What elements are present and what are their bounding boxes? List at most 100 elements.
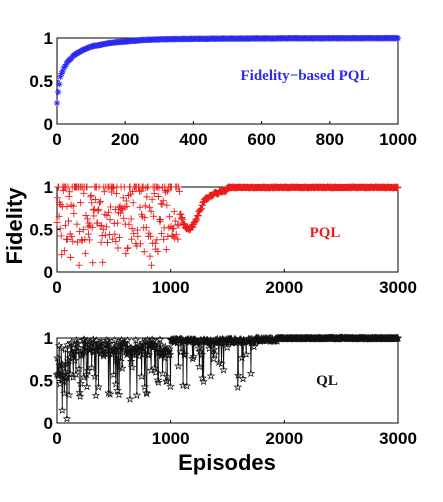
data-point <box>155 184 163 192</box>
data-point <box>158 230 166 238</box>
data-point <box>72 338 82 347</box>
data-point <box>53 218 61 226</box>
data-point <box>76 227 84 235</box>
data-point <box>122 249 130 257</box>
data-point <box>88 223 96 231</box>
data-point <box>61 345 70 354</box>
data-point <box>104 208 112 216</box>
data-point <box>60 366 70 376</box>
data-point <box>145 203 153 211</box>
data-point <box>87 193 95 201</box>
data-point <box>80 189 88 197</box>
data-point <box>249 342 259 351</box>
data-point <box>141 214 149 222</box>
data-point <box>149 342 158 351</box>
x-tick-labels: 0 1000 2000 3000 <box>52 269 417 297</box>
data-point <box>61 221 69 229</box>
data-point <box>205 343 214 353</box>
data-point <box>129 187 137 195</box>
data-point <box>198 373 207 382</box>
data-point <box>53 99 61 107</box>
data-point <box>82 370 91 379</box>
x-tick-label: 0 <box>52 278 61 297</box>
data-point <box>217 359 226 368</box>
data-point <box>61 63 69 70</box>
x-tick-label: 1000 <box>152 429 190 448</box>
data-point <box>111 205 119 213</box>
data-point <box>77 199 85 207</box>
data-point <box>99 258 107 266</box>
data-point <box>132 390 142 399</box>
data-point <box>139 339 148 349</box>
data-point <box>131 335 141 345</box>
x-tick-label: 600 <box>247 130 275 149</box>
x-tick-label: 400 <box>179 130 207 149</box>
data-point <box>138 337 147 346</box>
data-point <box>128 225 136 233</box>
data-point <box>160 342 170 351</box>
data-point <box>74 342 83 352</box>
data-point <box>65 193 73 201</box>
data-point <box>222 342 232 352</box>
data-point <box>103 343 112 352</box>
data-point <box>157 216 165 224</box>
data-point <box>142 388 151 397</box>
y-tick-label: 0.5 <box>29 72 53 91</box>
data-point <box>83 215 91 223</box>
data-point <box>73 339 82 348</box>
data-point <box>91 390 101 399</box>
data-point <box>163 187 171 195</box>
x-tick-label: 3000 <box>379 278 417 297</box>
y-tick-label: 0.5 <box>29 221 53 240</box>
data-point <box>153 375 163 384</box>
data-point <box>67 253 75 261</box>
data-point <box>97 197 105 205</box>
data-point <box>199 201 207 209</box>
data-point <box>174 235 182 243</box>
data-point <box>79 226 87 234</box>
data-point <box>170 207 178 215</box>
data-point <box>59 187 67 195</box>
data-point <box>58 70 65 77</box>
data-point <box>122 197 130 205</box>
data-point <box>108 350 117 359</box>
data-point <box>159 197 167 205</box>
data-point <box>82 212 90 220</box>
data-point <box>210 349 219 358</box>
data-point <box>171 234 179 242</box>
data-point <box>160 353 169 362</box>
data-point <box>59 67 66 75</box>
data-point <box>101 348 110 358</box>
data-point <box>74 364 84 373</box>
data-point <box>105 389 115 398</box>
y-tick-labels: 00.51 <box>29 178 60 282</box>
data-point <box>111 230 119 238</box>
data-point <box>154 193 162 201</box>
y-tick-label: 1 <box>44 178 53 197</box>
data-point <box>148 261 156 269</box>
data-point <box>64 235 72 243</box>
y-tick-label: 0 <box>44 115 53 134</box>
data-point <box>112 238 120 246</box>
data-point <box>56 80 63 88</box>
data-point <box>146 252 154 260</box>
data-point <box>177 210 185 218</box>
data-point <box>162 376 172 386</box>
data-point <box>66 188 74 196</box>
data-point <box>145 229 153 237</box>
data-point <box>209 345 219 354</box>
data-point <box>89 338 99 347</box>
data-point <box>62 414 72 423</box>
data-point <box>129 199 137 207</box>
data-point <box>172 230 180 238</box>
data-point <box>97 238 105 246</box>
data-point <box>158 369 167 378</box>
data-point <box>155 335 165 344</box>
data-point <box>69 237 77 245</box>
data-point <box>103 212 111 220</box>
data-point <box>96 199 104 207</box>
data-point <box>110 335 120 345</box>
y-tick-label: 1 <box>44 329 53 348</box>
